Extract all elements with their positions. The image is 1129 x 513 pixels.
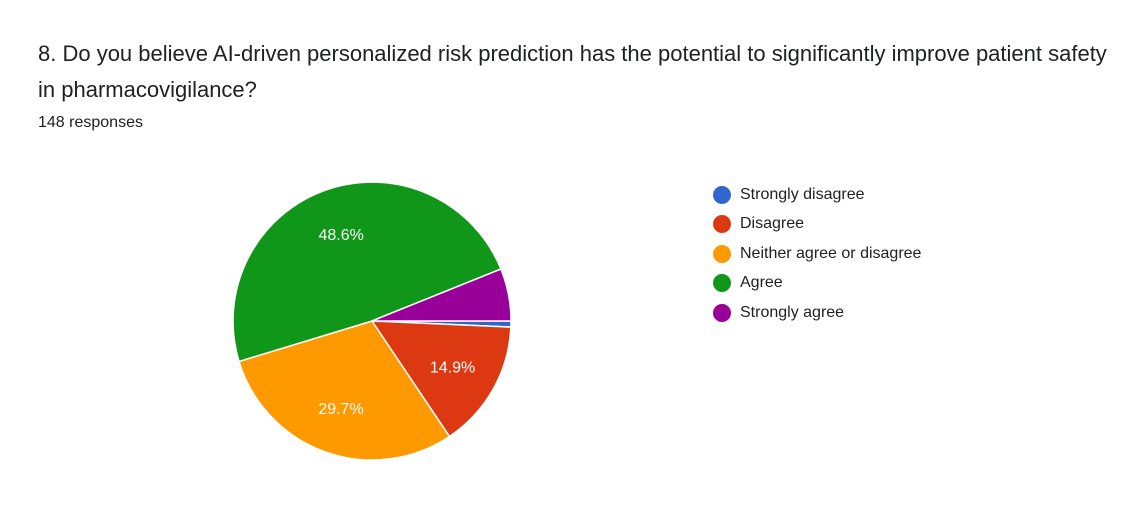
legend-label: Neither agree or disagree bbox=[740, 244, 922, 262]
legend-item-neither[interactable]: Neither agree or disagree bbox=[713, 239, 921, 269]
slice-percent-label: 48.6% bbox=[319, 227, 364, 244]
pie-slice-strongly-agree[interactable] bbox=[371, 268, 512, 322]
slice-percent-label: 14.9% bbox=[430, 359, 475, 376]
legend-label: Disagree bbox=[740, 215, 805, 233]
pie-slice-neither-agree-or-disagree[interactable] bbox=[238, 320, 451, 461]
pie-slice-disagree[interactable] bbox=[370, 320, 512, 438]
legend-item-strongly-disagree[interactable]: Strongly disagree bbox=[713, 180, 921, 210]
question-title: 8. Do you believe AI-driven personalized… bbox=[38, 41, 1107, 102]
legend-marker bbox=[713, 215, 731, 234]
slice-percent-label: 29.7% bbox=[318, 401, 363, 418]
legend-marker bbox=[713, 274, 731, 293]
legend-label: Strongly disagree bbox=[740, 185, 865, 203]
legend-label: Agree bbox=[740, 274, 783, 292]
legend-item-strongly-agree[interactable]: Strongly agree bbox=[713, 298, 921, 328]
legend-item-agree[interactable]: Agree bbox=[713, 269, 921, 299]
chart-legend: Strongly disagree Disagree Neither agree… bbox=[713, 180, 921, 328]
legend-label: Strongly agree bbox=[740, 303, 845, 321]
legend-item-disagree[interactable]: Disagree bbox=[713, 210, 921, 240]
legend-marker bbox=[713, 185, 731, 204]
response-count: 148 responses bbox=[38, 114, 143, 131]
legend-marker bbox=[713, 303, 731, 322]
legend-marker bbox=[713, 244, 731, 263]
pie-slice-agree[interactable] bbox=[232, 181, 502, 363]
